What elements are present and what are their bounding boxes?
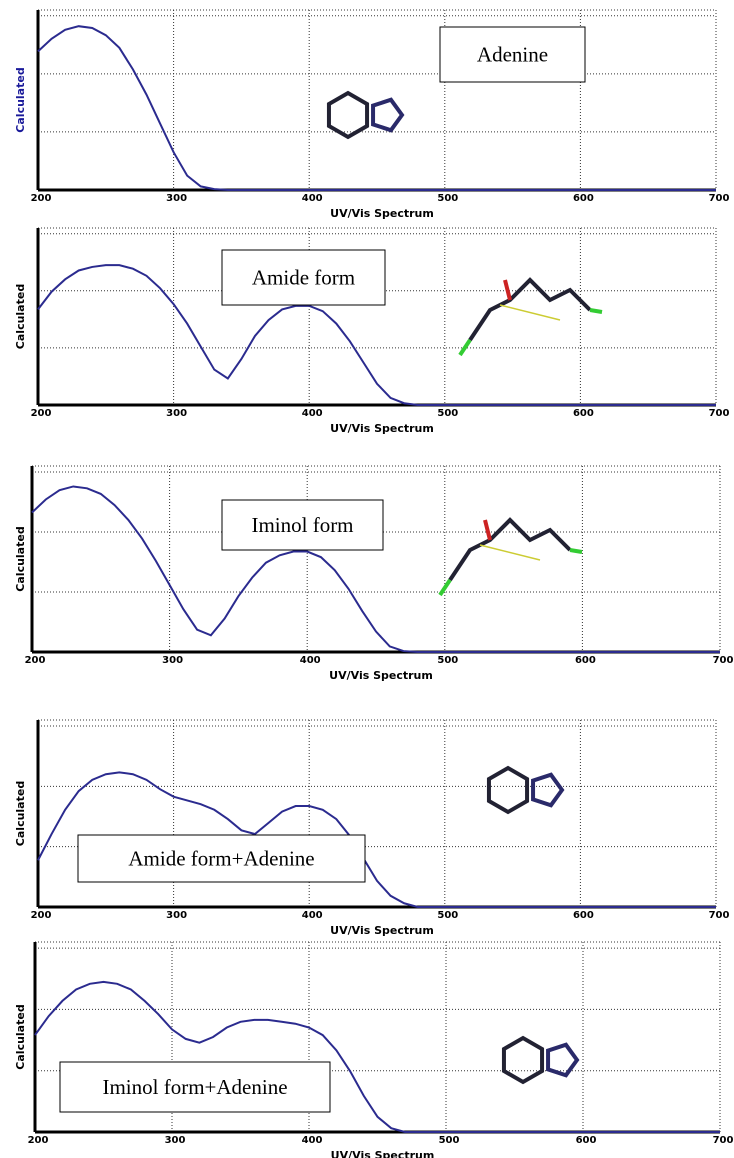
x-tick-label: 600 (576, 1135, 597, 1146)
annotation: Iminol form (251, 513, 353, 537)
x-axis-title: UV/Vis Spectrum (330, 924, 434, 937)
x-axis-title: UV/Vis Spectrum (330, 207, 434, 220)
x-tick-label: 700 (713, 1135, 734, 1146)
molecule-bond (570, 550, 582, 552)
x-tick-label: 400 (302, 910, 323, 921)
x-tick-label: 300 (166, 910, 187, 921)
plot-area (38, 10, 716, 190)
x-tick-label: 200 (31, 408, 52, 419)
chart-panel: 200 300 400 500 600 700 UV/Vis Spectrum Calcula… (14, 228, 729, 435)
x-tick-label: 500 (439, 1135, 460, 1146)
y-axis-title: Calculated (14, 284, 27, 349)
x-tick-label: 700 (709, 910, 730, 921)
x-tick-label: 200 (25, 655, 46, 666)
x-tick-label: 400 (300, 655, 321, 666)
x-tick-label: 700 (709, 193, 730, 204)
x-tick-label: 200 (31, 910, 52, 921)
x-tick-label: 200 (31, 193, 52, 204)
x-axis-title: UV/Vis Spectrum (329, 669, 433, 682)
x-tick-label: 500 (437, 655, 458, 666)
x-axis-title: UV/Vis Spectrum (331, 1149, 435, 1158)
page: {"chart_data":[ {"type":"line","annotati… (0, 0, 734, 1158)
x-tick-label: 300 (166, 408, 187, 419)
annotation: Adenine (477, 43, 548, 67)
x-tick-label: 600 (575, 655, 596, 666)
x-tick-label: 700 (709, 408, 730, 419)
chart-panel: 200 300 400 500 600 700 UV/Vis Spectrum Calcula… (14, 942, 733, 1158)
x-tick-label: 600 (573, 408, 594, 419)
y-axis-title: Calculated (14, 526, 27, 591)
x-tick-label: 400 (302, 193, 323, 204)
figure: 200 300 400 500 600 700 UV/Vis Spectrum Calcula… (0, 0, 734, 1158)
x-tick-label: 500 (437, 193, 458, 204)
chart-panel: 200 300 400 500 600 700 UV/Vis Spectrum Calcula… (14, 466, 733, 682)
x-tick-label: 300 (166, 193, 187, 204)
annotation: Iminol form+Adenine (102, 1075, 287, 1099)
x-tick-label: 400 (302, 1135, 323, 1146)
annotation: Amide form (252, 266, 355, 290)
x-tick-label: 200 (28, 1135, 49, 1146)
chart-panel: 200 300 400 500 600 700 UV/Vis Spectrum Calcula… (14, 720, 729, 937)
y-axis-title: Calculated (14, 67, 27, 132)
y-axis-title: Calculated (14, 1004, 27, 1069)
x-axis-title: UV/Vis Spectrum (330, 422, 434, 435)
x-tick-label: 600 (573, 910, 594, 921)
y-axis-title: Calculated (14, 781, 27, 846)
x-tick-label: 300 (162, 655, 183, 666)
x-tick-label: 400 (302, 408, 323, 419)
x-tick-label: 500 (437, 408, 458, 419)
x-tick-label: 700 (713, 655, 734, 666)
annotation: Amide form+Adenine (128, 847, 314, 871)
x-tick-label: 500 (437, 910, 458, 921)
x-tick-label: 300 (165, 1135, 186, 1146)
molecule-bond (590, 310, 602, 312)
plot-area (32, 466, 720, 652)
x-tick-label: 600 (573, 193, 594, 204)
